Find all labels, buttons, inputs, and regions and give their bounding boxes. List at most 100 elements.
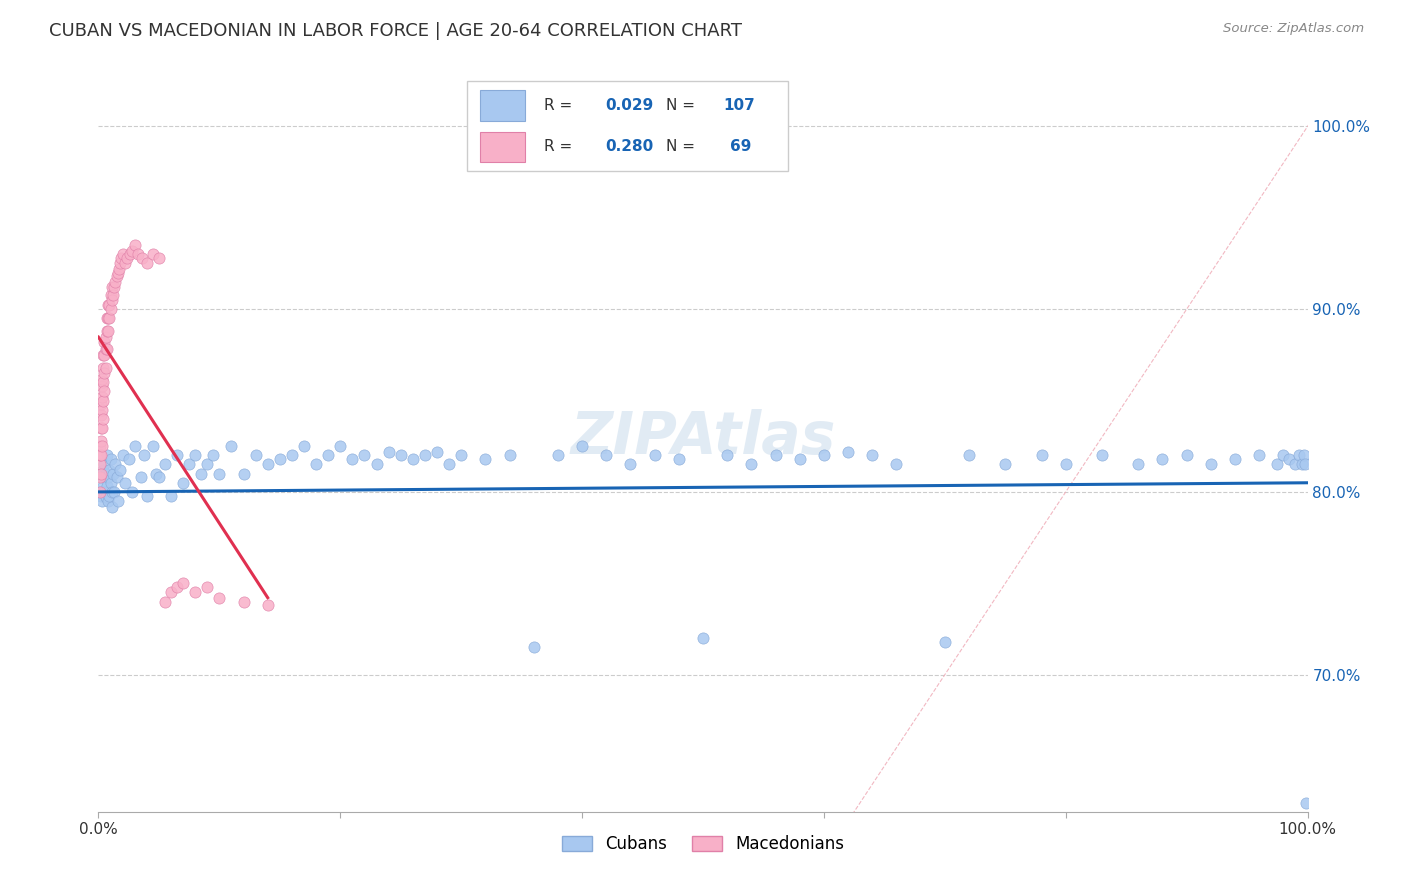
Point — [101, 287, 124, 301]
Point — [89, 484, 111, 499]
Point — [1223, 452, 1246, 467]
Point — [994, 458, 1017, 472]
Point — [100, 302, 122, 317]
Point — [91, 348, 114, 362]
Point — [90, 489, 112, 503]
Point — [110, 251, 132, 265]
Point — [98, 311, 121, 326]
Point — [94, 329, 117, 343]
Point — [813, 448, 835, 462]
Point — [98, 298, 121, 312]
Point — [184, 448, 207, 462]
Point — [166, 580, 188, 594]
Point — [89, 448, 111, 462]
Point — [97, 298, 120, 312]
Point — [172, 576, 194, 591]
Point — [329, 439, 352, 453]
Point — [91, 393, 114, 408]
Point — [957, 448, 980, 462]
Point — [148, 251, 170, 265]
Point — [1054, 458, 1077, 472]
Point — [366, 458, 388, 472]
Point — [97, 324, 120, 338]
Point — [179, 458, 201, 472]
Point — [692, 631, 714, 645]
Point — [402, 452, 425, 467]
Point — [1091, 448, 1114, 462]
Point — [740, 458, 762, 472]
Point — [101, 467, 124, 481]
Point — [91, 494, 114, 508]
Point — [89, 484, 111, 499]
Point — [96, 324, 118, 338]
Point — [104, 458, 127, 472]
Point — [172, 475, 194, 490]
Point — [1284, 458, 1306, 472]
Point — [89, 439, 111, 453]
Point — [90, 397, 112, 411]
Point — [1031, 448, 1053, 462]
Point — [498, 448, 520, 462]
Point — [107, 494, 129, 508]
Point — [90, 467, 112, 481]
Point — [131, 251, 153, 265]
Point — [129, 470, 152, 484]
Point — [105, 470, 128, 484]
Point — [145, 467, 167, 481]
Point — [1267, 458, 1289, 472]
Point — [1175, 448, 1198, 462]
Point — [91, 360, 114, 375]
Point — [437, 458, 460, 472]
Point — [121, 484, 143, 499]
Point — [426, 444, 449, 458]
Point — [90, 434, 112, 448]
Point — [716, 448, 738, 462]
Point — [860, 448, 883, 462]
Point — [111, 247, 134, 261]
Point — [523, 640, 546, 655]
Point — [93, 384, 115, 399]
Point — [118, 247, 141, 261]
Point — [97, 311, 120, 326]
Point — [413, 448, 436, 462]
Point — [100, 452, 122, 467]
Point — [342, 452, 364, 467]
Point — [93, 334, 115, 349]
Point — [91, 371, 114, 385]
Point — [124, 439, 146, 453]
Point — [93, 348, 115, 362]
Point — [1295, 796, 1317, 810]
Point — [96, 448, 118, 462]
Point — [269, 452, 291, 467]
Point — [1249, 448, 1271, 462]
Point — [208, 591, 231, 605]
Point — [96, 479, 118, 493]
Point — [91, 412, 114, 426]
Point — [93, 366, 115, 380]
Point — [292, 439, 315, 453]
Point — [103, 280, 125, 294]
Point — [1199, 458, 1222, 472]
Point — [316, 448, 339, 462]
Point — [389, 448, 412, 462]
Point — [619, 458, 641, 472]
Point — [474, 452, 496, 467]
Point — [108, 262, 131, 277]
Point — [91, 379, 114, 393]
Point — [668, 452, 690, 467]
Point — [111, 448, 134, 462]
Point — [1288, 448, 1310, 462]
Point — [153, 594, 176, 608]
Point — [1292, 448, 1315, 462]
Point — [89, 458, 111, 472]
Point — [124, 238, 146, 252]
Point — [305, 458, 328, 472]
Point — [114, 475, 136, 490]
Point — [100, 500, 122, 514]
Point — [256, 598, 278, 612]
Point — [886, 458, 908, 472]
Point — [148, 470, 170, 484]
Point — [91, 390, 114, 404]
Point — [100, 475, 122, 490]
Point — [107, 266, 129, 280]
